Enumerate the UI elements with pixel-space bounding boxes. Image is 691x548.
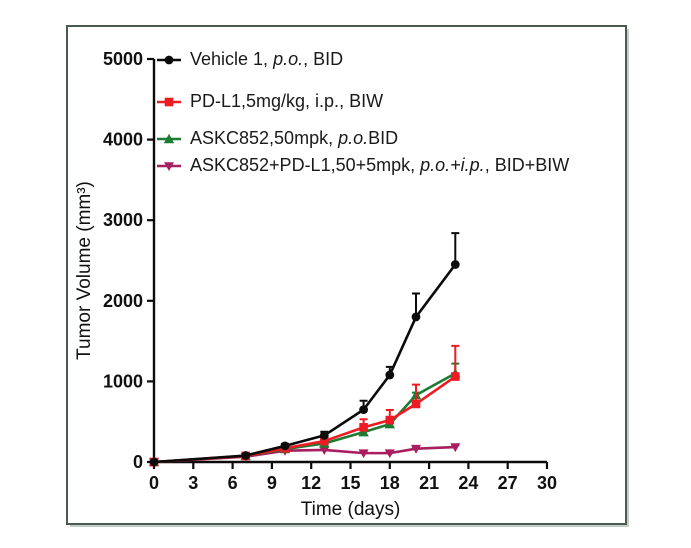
y-tick-label: 1000 bbox=[103, 371, 143, 391]
error-bar bbox=[451, 232, 460, 265]
triangle-up-marker-icon bbox=[358, 426, 369, 437]
y-tick-label: 4000 bbox=[103, 130, 143, 150]
square-marker-icon bbox=[385, 415, 395, 425]
y-tick-label: 3000 bbox=[103, 210, 143, 230]
figure-panel: 0 3 6 9 12 15 18 21 24 27 30 0 1000 2000 3000 4000 5000 T… bbox=[66, 25, 627, 525]
circle-marker-icon bbox=[319, 431, 329, 440]
x-tick-label: 30 bbox=[537, 473, 557, 493]
x-axis-title: Time (days) bbox=[301, 499, 401, 520]
series-0 bbox=[149, 232, 460, 467]
circle-marker-icon bbox=[241, 451, 251, 460]
axes-lines bbox=[152, 59, 547, 464]
triangle-down-marker-icon bbox=[358, 449, 369, 459]
series-line bbox=[152, 263, 457, 464]
circle-marker-icon bbox=[411, 312, 421, 322]
square-marker-icon bbox=[451, 372, 460, 381]
x-tick-label: 15 bbox=[340, 473, 360, 493]
y-axis-title: Tumor Volume (mm³) bbox=[74, 181, 95, 360]
circle-marker-icon bbox=[149, 457, 159, 467]
x-tick-label: 27 bbox=[498, 473, 518, 493]
x-tick-label: 24 bbox=[458, 473, 478, 493]
square-marker-icon bbox=[320, 436, 329, 446]
error-bar bbox=[451, 344, 460, 377]
x-tick-label: 3 bbox=[188, 473, 198, 493]
circle-marker-icon bbox=[385, 370, 395, 380]
y-tick-label: 2000 bbox=[103, 291, 143, 311]
circle-marker-icon bbox=[359, 405, 368, 415]
chart-canvas: 0 3 6 9 12 15 18 21 24 27 30 0 1000 2000 3000 4000 5000 T… bbox=[74, 49, 557, 520]
circle-marker-icon bbox=[280, 441, 290, 451]
triangle-down-marker-icon bbox=[319, 446, 330, 455]
y-tick-label: 5000 bbox=[103, 49, 143, 69]
x-tick-label: 18 bbox=[380, 473, 400, 493]
square-marker-icon bbox=[359, 423, 368, 432]
x-tick-label: 0 bbox=[149, 473, 159, 493]
x-tick-label: 12 bbox=[301, 473, 321, 493]
square-marker-icon bbox=[411, 399, 421, 409]
x-tick-label: 21 bbox=[419, 473, 439, 493]
triangle-down-marker-icon bbox=[411, 444, 421, 454]
x-tick-label: 9 bbox=[267, 473, 277, 493]
x-tick-label: 6 bbox=[228, 473, 238, 493]
triangle-down-marker-icon bbox=[384, 449, 395, 459]
y-tick-label: 0 bbox=[133, 452, 143, 472]
circle-marker-icon bbox=[450, 260, 460, 269]
tumor-growth-chart: 0 3 6 9 12 15 18 21 24 27 30 0 1000 2000 3000 4000 5000 T… bbox=[68, 27, 625, 523]
triangle-down-marker-icon bbox=[450, 443, 461, 453]
